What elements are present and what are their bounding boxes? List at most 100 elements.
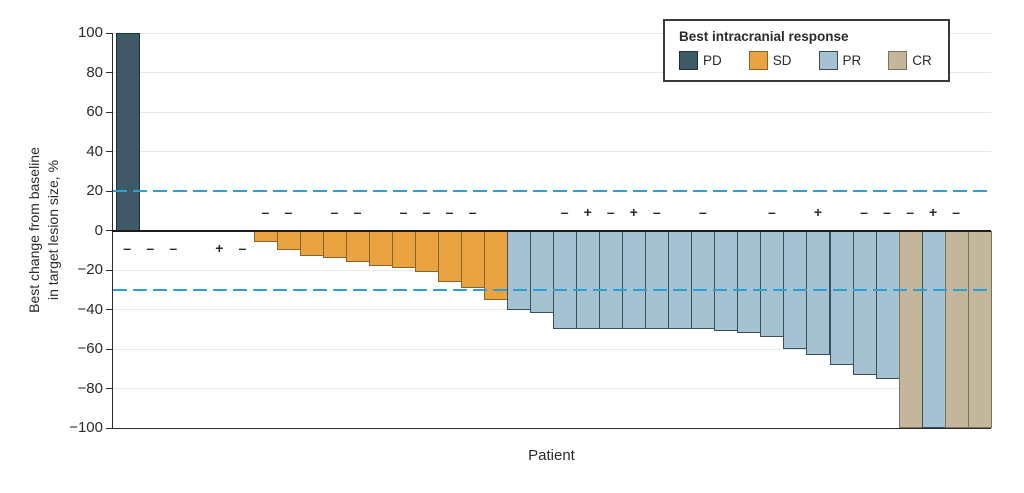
waterfall-bar-pr-27 — [714, 230, 739, 332]
waterfall-bar-pr-31 — [806, 230, 831, 355]
y-tick-mark — [106, 348, 112, 350]
legend-swatch-cr — [888, 51, 908, 70]
x-axis-line — [112, 427, 991, 429]
plus-minus-sign: – — [445, 203, 454, 220]
waterfall-bar-sd-10 — [322, 230, 347, 259]
plus-minus-sign: – — [399, 203, 408, 220]
plus-minus-sign: – — [952, 203, 961, 220]
y-tick-label: 0 — [94, 221, 103, 239]
plus-minus-sign: – — [698, 203, 707, 220]
plus-minus-sign: – — [146, 239, 155, 256]
legend-swatch-pr — [818, 51, 838, 70]
plus-minus-sign: + — [215, 239, 224, 256]
y-tick-label: 40 — [86, 142, 103, 160]
gridline — [113, 111, 991, 113]
waterfall-bar-cr-37 — [944, 230, 969, 428]
legend-item-pd: PD — [679, 51, 722, 70]
y-tick-mark — [106, 151, 112, 152]
waterfall-bar-cr-38 — [967, 230, 992, 428]
y-tick-mark — [106, 309, 112, 310]
y-tick-mark — [106, 32, 112, 34]
legend-items: PD SD PR CR — [679, 51, 934, 70]
waterfall-bar-pr-20 — [553, 230, 578, 330]
plus-minus-sign: – — [238, 239, 247, 256]
waterfall-bar-pr-28 — [737, 230, 762, 334]
gridline — [113, 388, 991, 389]
waterfall-bar-sd-16 — [461, 230, 486, 288]
waterfall-bar-pr-34 — [875, 230, 900, 379]
legend-label: CR — [912, 53, 932, 68]
x-axis-title: Patient — [528, 447, 575, 464]
plus-minus-sign: – — [422, 203, 431, 220]
legend-swatch-sd — [748, 51, 768, 70]
legend-title: Best intracranial response — [679, 29, 849, 44]
y-tick-mark — [106, 427, 112, 429]
plus-minus-sign: – — [906, 203, 914, 220]
plus-minus-sign: + — [929, 203, 938, 220]
plus-minus-sign: – — [284, 203, 293, 220]
waterfall-bar-pr-29 — [760, 230, 785, 338]
gridline — [113, 348, 991, 350]
waterfall-bar-pr-32 — [829, 230, 854, 365]
plus-minus-sign: – — [560, 203, 569, 220]
waterfall-bar-pr-19 — [530, 230, 555, 314]
y-tick-mark — [106, 269, 112, 271]
dashed-reference-line — [113, 190, 991, 192]
y-tick-mark — [106, 72, 112, 73]
y-tick-mark — [106, 388, 112, 389]
waterfall-bar-pr-36 — [921, 230, 946, 428]
y-tick-label: −80 — [77, 379, 103, 397]
waterfall-bar-pr-24 — [645, 230, 670, 330]
waterfall-bar-pr-23 — [622, 230, 647, 330]
y-tick-label: 100 — [77, 24, 103, 41]
plus-minus-sign: + — [583, 203, 592, 220]
plus-minus-sign: – — [468, 203, 477, 220]
y-tick-label: −40 — [77, 300, 103, 318]
plus-minus-sign: – — [330, 203, 339, 220]
plus-minus-sign: – — [860, 203, 868, 220]
plus-minus-sign: – — [123, 239, 132, 256]
waterfall-bar-pr-22 — [599, 230, 624, 330]
waterfall-bar-sd-12 — [368, 230, 393, 267]
plus-minus-sign: + — [813, 203, 823, 220]
waterfall-bar-sd-7 — [253, 230, 278, 243]
gridline — [113, 72, 991, 73]
legend-item-sd: SD — [748, 51, 792, 70]
gridline — [113, 151, 991, 152]
y-tick-label: −60 — [77, 340, 103, 357]
waterfall-bar-pr-33 — [852, 230, 877, 375]
legend-label: PD — [703, 53, 722, 68]
y-tick-label: 60 — [86, 103, 103, 120]
plus-minus-sign: – — [883, 203, 891, 220]
waterfall-bar-pr-18 — [507, 230, 532, 310]
waterfall-bar-sd-13 — [392, 230, 417, 269]
waterfall-bar-pr-21 — [576, 230, 601, 330]
y-tick-label: −20 — [77, 261, 103, 278]
waterfall-bar-sd-8 — [276, 230, 301, 251]
dashed-reference-line — [113, 288, 991, 291]
legend-label: SD — [772, 53, 792, 68]
y-tick-label: 80 — [86, 63, 103, 81]
y-tick-mark — [106, 111, 112, 113]
waterfall-bar-cr-35 — [898, 230, 923, 428]
waterfall-bar-sd-11 — [345, 230, 370, 263]
legend-item-cr: CR — [888, 51, 932, 70]
plus-minus-sign: – — [169, 239, 178, 256]
plus-minus-sign: + — [629, 203, 638, 220]
waterfall-bar-pr-25 — [668, 230, 693, 330]
waterfall-bar-sd-9 — [299, 230, 324, 257]
y-tick-mark — [106, 230, 112, 231]
waterfall-bar-sd-14 — [415, 230, 440, 272]
waterfall-bar-pr-26 — [691, 230, 716, 330]
waterfall-bar-sd-15 — [438, 230, 463, 282]
plus-minus-sign: – — [353, 203, 362, 220]
plus-minus-sign: – — [652, 203, 661, 220]
legend-label: PR — [842, 53, 862, 68]
legend-item-pr: PR — [818, 51, 862, 70]
plus-minus-sign: – — [606, 203, 615, 220]
zero-baseline — [112, 229, 991, 232]
legend: Best intracranial response PD SD PR CR — [663, 19, 950, 82]
plus-minus-sign: – — [768, 203, 776, 220]
